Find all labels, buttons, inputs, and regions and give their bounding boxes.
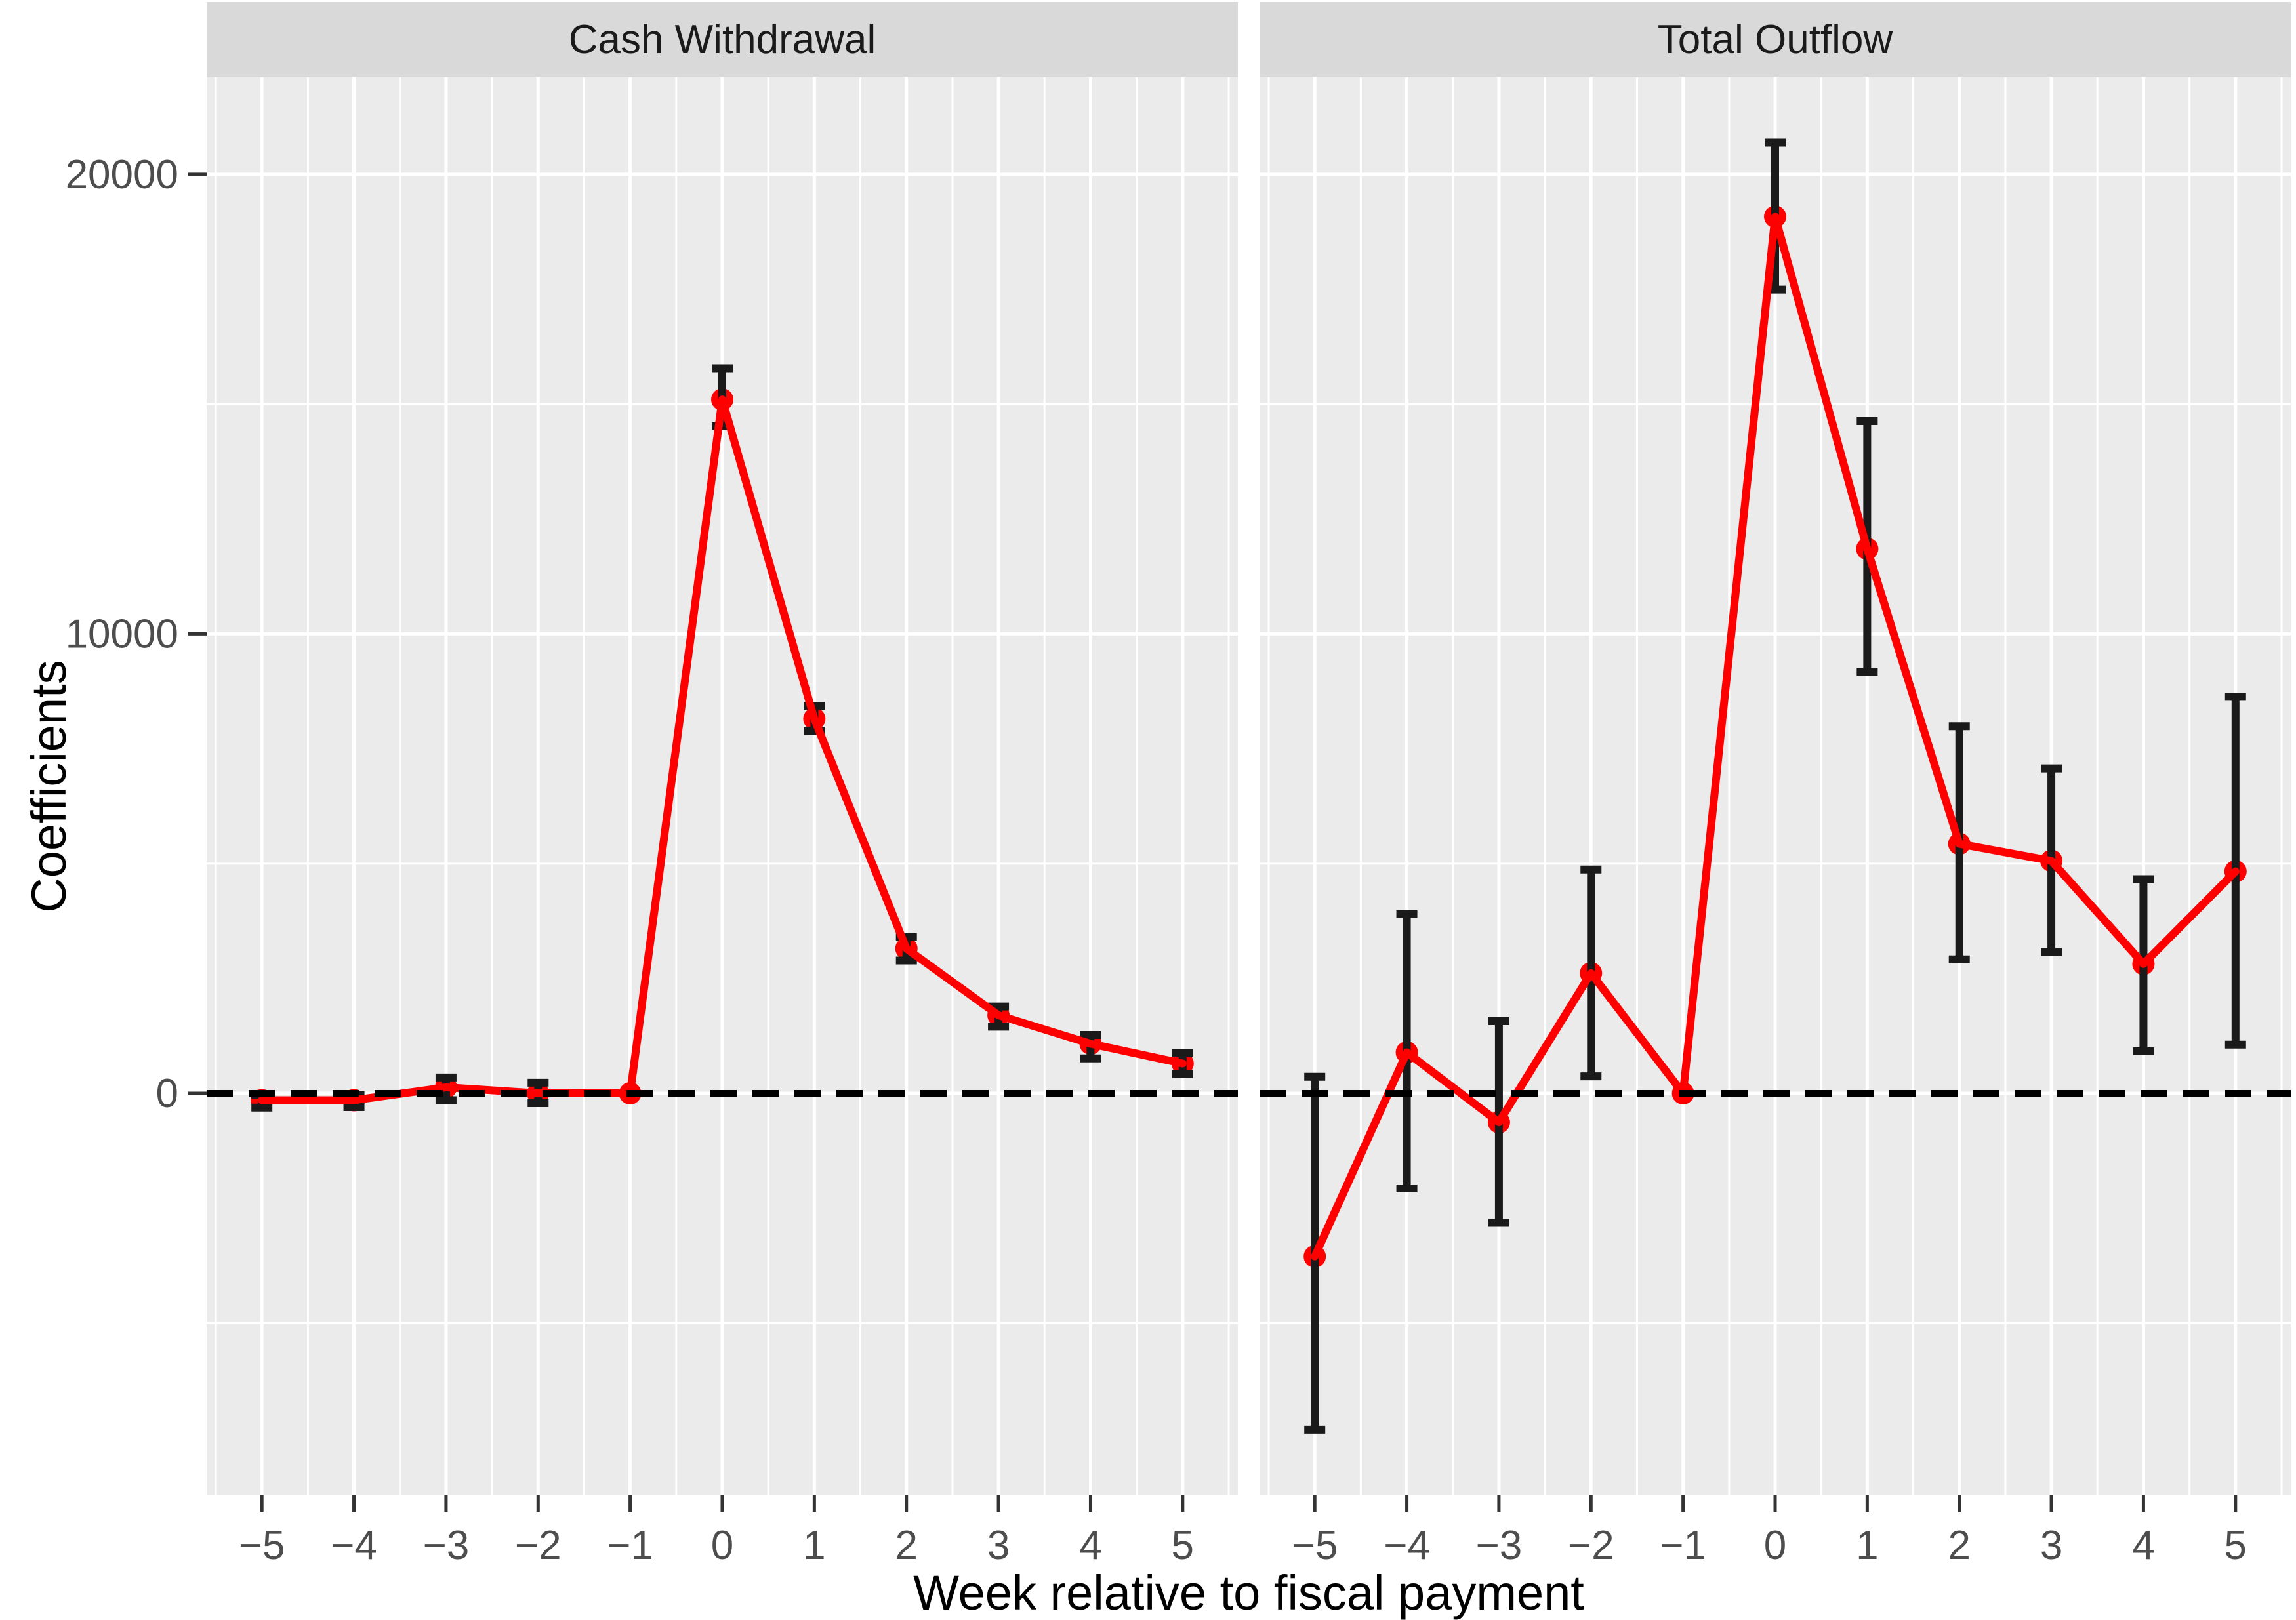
- x-tick-label: 0: [1764, 1523, 1786, 1568]
- x-tick-label: 5: [1172, 1523, 1194, 1568]
- x-tick-label: 0: [711, 1523, 733, 1568]
- y-axis-title: Coefficients: [22, 660, 76, 913]
- x-tick-label: 2: [1948, 1523, 1970, 1568]
- facet-strip-label: Total Outflow: [1657, 17, 1893, 62]
- x-tick-label: 4: [2132, 1523, 2154, 1568]
- facet-strip-label: Cash Withdrawal: [568, 17, 876, 62]
- series-line: [258, 395, 1187, 1104]
- x-tick-label: 1: [803, 1523, 825, 1568]
- x-tick-label: −5: [239, 1523, 285, 1568]
- x-tick-label: 1: [1856, 1523, 1878, 1568]
- x-tick-label: 2: [895, 1523, 917, 1568]
- x-tick-label: 4: [1079, 1523, 1101, 1568]
- x-tick-label: −1: [607, 1523, 653, 1568]
- facet-strip-total-outflow: Total Outflow: [1260, 2, 2291, 77]
- facet-strip-cash-withdrawal: Cash Withdrawal: [207, 2, 1238, 77]
- x-tick-label: −4: [331, 1523, 377, 1568]
- x-tick-label: −2: [515, 1523, 562, 1568]
- x-tick-label: −3: [423, 1523, 470, 1568]
- x-axis-title: Week relative to fiscal payment: [913, 1566, 1584, 1620]
- y-tick-label: 10000: [66, 611, 178, 657]
- x-tick-label: 3: [987, 1523, 1010, 1568]
- x-tick-label: −1: [1660, 1523, 1706, 1568]
- x-tick-label: −4: [1384, 1523, 1430, 1568]
- x-tick-label: 3: [2040, 1523, 2062, 1568]
- x-tick-label: −2: [1568, 1523, 1614, 1568]
- y-tick-label: 20000: [66, 152, 178, 197]
- x-tick-label: −3: [1476, 1523, 1523, 1568]
- series-line: [1311, 213, 2240, 1261]
- x-tick-label: −5: [1292, 1523, 1338, 1568]
- y-tick-label: 0: [156, 1071, 178, 1116]
- x-tick-label: 5: [2224, 1523, 2247, 1568]
